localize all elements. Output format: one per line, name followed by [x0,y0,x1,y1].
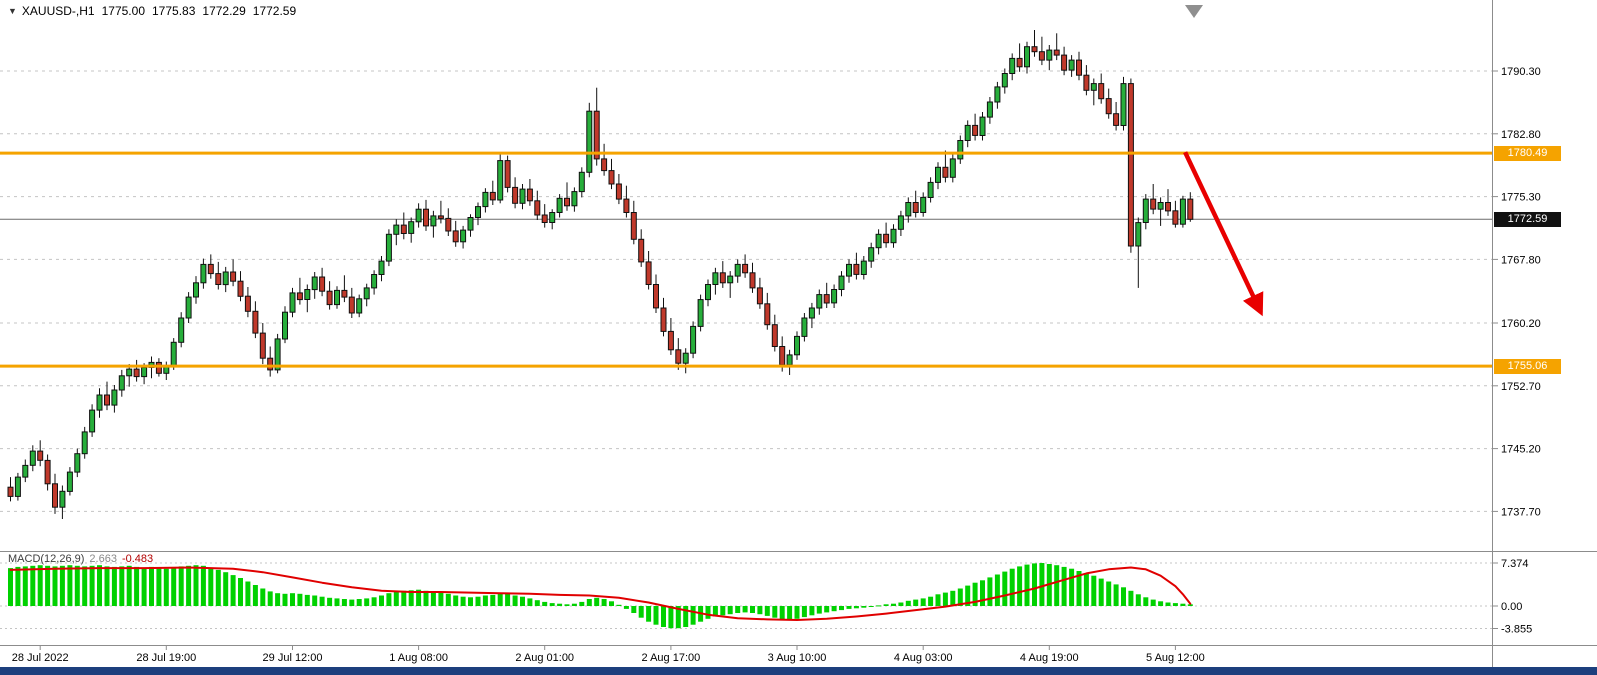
ohlc-open: 1775.00 [101,4,145,18]
symbol-period-label: XAUUSD-,H1 [21,4,95,18]
time-tick-label: 28 Jul 2022 [12,652,69,664]
time-tick-label: 29 Jul 12:00 [263,652,323,664]
ohlc-low: 1772.29 [202,4,246,18]
window-bottom-border [0,667,1597,675]
price-gridlines: 1790.30 1782.80 1775.30 1767.80 1760.20 1752.… [0,66,1541,518]
price-tick-label: 1752.70 [1501,381,1541,393]
ohlc-high: 1775.83 [152,4,196,18]
macd-signal-line [9,566,1192,621]
time-axis: 28 Jul 2022 28 Jul 19:00 29 Jul 12:00 1 Aug… [12,646,1205,664]
price-tick-label: 1775.30 [1501,192,1541,204]
time-tick-label: 2 Aug 01:00 [515,652,574,664]
macd-tick-label: 0.00 [1501,601,1522,613]
time-tick-label: 1 Aug 08:00 [389,652,448,664]
macd-value-signal: -0.483 [121,553,154,565]
macd-tick-label: 7.374 [1501,558,1529,570]
price-tick-label: 1760.20 [1501,318,1541,330]
candlesticks [7,30,1194,519]
symbol-marker-icon: ▼ [8,6,17,16]
current-price-badge: 1772.59 [1494,212,1561,227]
macd-indicator-label: MACD(12,26,9) 2.663 -0.483 [8,553,153,565]
time-tick-label: 4 Aug 03:00 [894,652,953,664]
chart-shift-marker-icon[interactable] [1185,5,1203,18]
macd-gridlines: 7.374 0.00 -3.855 [0,558,1532,636]
time-tick-label: 4 Aug 19:00 [1020,652,1079,664]
resistance-price-badge[interactable]: 1780.49 [1494,146,1561,161]
price-tick-label: 1745.20 [1501,444,1541,456]
macd-name: MACD(12,26,9) [8,553,85,565]
ohlc-close: 1772.59 [252,4,297,18]
macd-tick-label: -3.855 [1501,624,1532,636]
macd-value-main: 2.663 [89,553,117,565]
trend-arrow[interactable] [1183,151,1264,317]
price-tick-label: 1737.70 [1501,506,1541,518]
support-price-badge[interactable]: 1755.06 [1494,359,1561,374]
time-tick-label: 28 Jul 19:00 [136,652,196,664]
price-tick-label: 1790.30 [1501,66,1541,78]
macd-histogram [8,563,1193,629]
price-tick-label: 1767.80 [1501,254,1541,266]
price-tick-label: 1782.80 [1501,129,1541,141]
time-tick-label: 5 Aug 12:00 [1146,652,1205,664]
chart-header: ▼ XAUUSD-,H1 1775.00 1775.83 1772.29 177… [8,4,296,18]
time-tick-label: 3 Aug 10:00 [768,652,827,664]
time-tick-label: 2 Aug 17:00 [642,652,701,664]
